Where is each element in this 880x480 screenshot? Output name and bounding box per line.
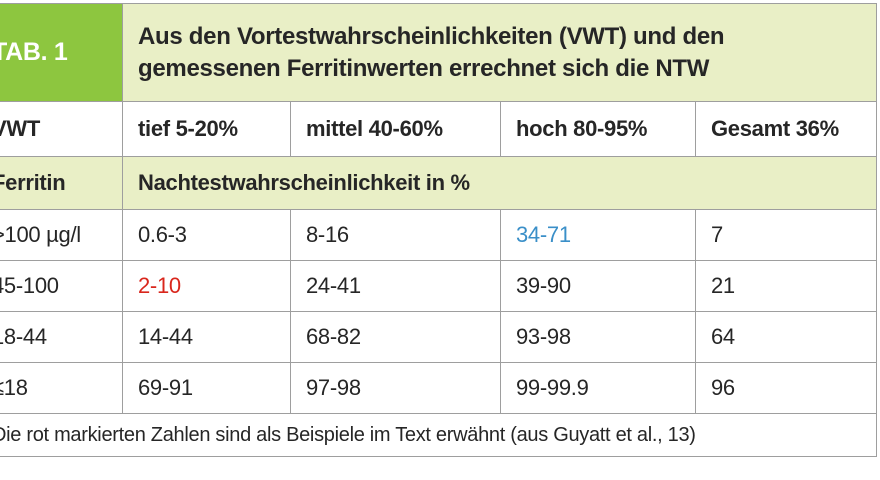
table-tag: TAB. 1 [0,3,123,102]
cell: 24-41 [290,260,501,312]
cell: 2-10 [122,260,291,312]
cell: 0.6-3 [122,209,291,261]
cell: 64 [694,311,878,363]
header-row: TAB. 1 Aus den Vortestwahrscheinlichkeit… [0,3,878,102]
cell: 34-71 [500,209,696,261]
column-header-row: VWT tief 5-20% mittel 40-60% hoch 80-95%… [0,101,878,157]
cell: 99-99.9 [500,362,696,414]
cell: 68-82 [290,311,501,363]
cell: 93-98 [500,311,696,363]
table-title: Aus den Vortestwahrscheinlichkeiten (VWT… [121,3,878,102]
cell: 97-98 [290,362,501,414]
data-row: 18-44 14-44 68-82 93-98 64 [0,311,878,363]
subheader-row: Ferritin Nachtestwahrscheinlichkeit in % [0,156,878,210]
cell: >100 µg/l [0,209,123,261]
footnote-row: Die rot markierten Zahlen sind als Beisp… [0,413,878,457]
ferritin-table: TAB. 1 Aus den Vortestwahrscheinlichkeit… [0,3,878,457]
footnote: Die rot markierten Zahlen sind als Beisp… [0,413,878,457]
subheader: Ferritin [0,156,123,210]
data-row: >100 µg/l 0.6-3 8-16 34-71 7 [0,209,878,261]
column-header: tief 5-20% [122,101,291,157]
cell: 8-16 [290,209,501,261]
cell: 39-90 [500,260,696,312]
cell: 21 [694,260,878,312]
data-row: 45-100 2-10 24-41 39-90 21 [0,260,878,312]
data-row: ≤18 69-91 97-98 99-99.9 96 [0,362,878,414]
column-header: Gesamt 36% [694,101,878,157]
title-line: gemessenen Ferritinwerten errechnet sich… [138,54,710,82]
column-header: hoch 80-95% [500,101,696,157]
column-header: VWT [0,101,123,157]
cell: 96 [694,362,878,414]
subheader: Nachtestwahrscheinlichkeit in % [121,156,878,210]
cell: 14-44 [122,311,291,363]
cell: 7 [694,209,878,261]
cell: 69-91 [122,362,291,414]
title-line: Aus den Vortestwahrscheinlichkeiten (VWT… [138,22,725,50]
column-header: mittel 40-60% [290,101,501,157]
cell: ≤18 [0,362,123,414]
cell: 45-100 [0,260,123,312]
cell: 18-44 [0,311,123,363]
